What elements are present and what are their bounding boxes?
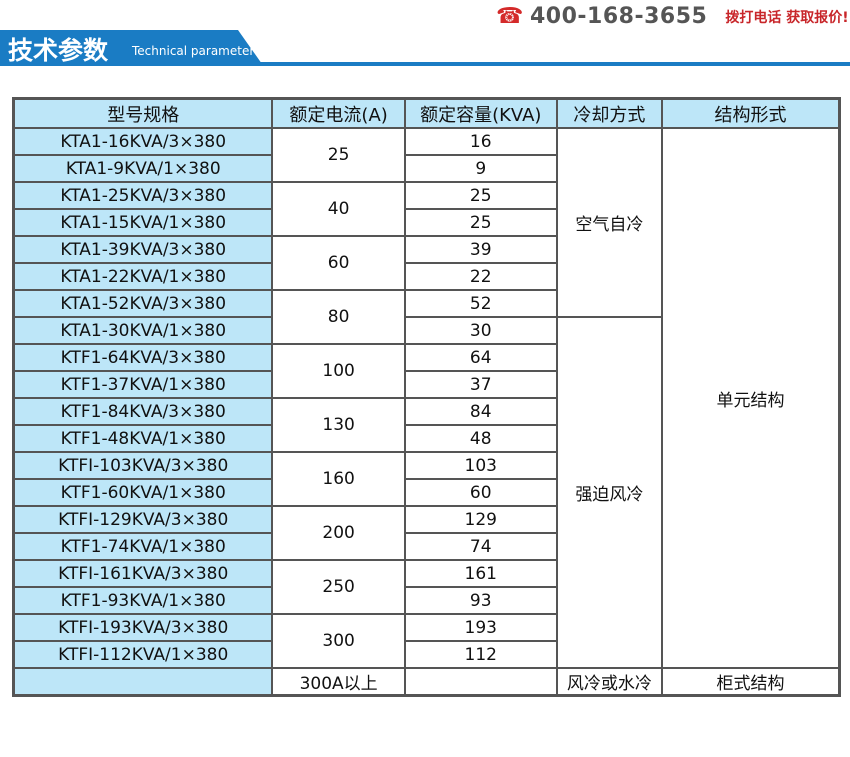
section-title: 技术参数 xyxy=(8,36,109,65)
table-row: KTF1-93KVA/1×380 93 xyxy=(12,586,840,615)
model-cell: KTA1-15KVA/1×380 xyxy=(12,208,274,237)
capacity-cell: 22 xyxy=(403,262,558,291)
current-cell: 40 xyxy=(271,181,406,237)
table-row: KTF1-64KVA/3×380 100 64 xyxy=(12,343,840,399)
table-row: KTA1-22KVA/1×380 22 xyxy=(12,262,840,291)
table-row: KTA1-39KVA/3×380 60 39 xyxy=(12,235,840,291)
model-cell: KTF1-84KVA/3×380 xyxy=(12,397,274,426)
parameter-table: 型号规格 额定电流(A) 额定容量(KVA) 冷却方式 结构形式 KTA1-16KVA/… xyxy=(12,97,841,697)
current-cell: 160 xyxy=(271,451,406,507)
call-to-action: 拨打电话 获取报价! xyxy=(725,9,849,26)
model-cell: KTF1-48KVA/1×380 xyxy=(12,424,274,453)
capacity-cell: 93 xyxy=(403,586,558,615)
model-cell: KTA1-30KVA/1×380 xyxy=(12,316,274,345)
table-row: KTA1-9KVA/1×380 9 xyxy=(12,154,840,183)
capacity-cell: 64 xyxy=(403,343,558,372)
model-cell: KTFI-103KVA/3×380 xyxy=(12,451,274,480)
model-cell: KTA1-25KVA/3×380 xyxy=(12,181,274,210)
column-header: 额定电流(A) xyxy=(271,97,406,129)
column-header: 冷却方式 xyxy=(555,97,664,129)
table-row: KTFI-103KVA/3×380 160 103 xyxy=(12,451,840,507)
table-row: KTFI-161KVA/3×380 250 161 xyxy=(12,559,840,615)
model-cell: KTF1-60KVA/1×380 xyxy=(12,478,274,507)
table-row: KTF1-74KVA/1×380 74 xyxy=(12,532,840,561)
model-cell: KTFI-112KVA/1×380 xyxy=(12,640,274,669)
model-cell: KTF1-64KVA/3×380 xyxy=(12,343,274,372)
capacity-cell: 16 xyxy=(403,127,558,156)
phone-number: 400-168-3655 xyxy=(530,4,708,29)
capacity-cell: 37 xyxy=(403,370,558,399)
column-header: 结构形式 xyxy=(661,97,841,129)
section-tab xyxy=(0,30,262,64)
current-cell: 250 xyxy=(271,559,406,615)
table-row: KTF1-37KVA/1×380 37 xyxy=(12,370,840,399)
table-row: KTFI-193KVA/3×380 300 193 xyxy=(12,613,840,669)
table-row: KTA1-16KVA/3×380 25 16 空气自冷 单元结构 xyxy=(12,127,841,669)
current-cell: 200 xyxy=(271,505,406,561)
table-row: KTF1-60KVA/1×380 60 xyxy=(12,478,840,507)
table-row: KTFI-129KVA/3×380 200 129 xyxy=(12,505,840,561)
model-cell: KTA1-9KVA/1×380 xyxy=(12,154,274,183)
section-header: 技术参数 Technical parameter xyxy=(0,30,850,66)
cooling-cell: 风冷或水冷 xyxy=(555,667,664,697)
table-row: KTA1-25KVA/3×380 40 25 xyxy=(12,181,840,237)
model-cell: KTF1-93KVA/1×380 xyxy=(12,586,274,615)
table-row: KTFI-112KVA/1×380 112 xyxy=(12,640,840,669)
current-cell: 60 xyxy=(271,235,406,291)
model-cell xyxy=(12,667,274,697)
model-cell: KTFI-193KVA/3×380 xyxy=(12,613,274,642)
current-cell: 300A以上 xyxy=(271,667,406,697)
table-row: KTA1-52KVA/3×380 80 52 xyxy=(12,289,840,345)
phone-icon: ☎ xyxy=(496,3,524,29)
table-header-row: 型号规格 额定电流(A) 额定容量(KVA) 冷却方式 结构形式 xyxy=(12,97,841,129)
capacity-cell: 193 xyxy=(403,613,558,642)
header-divider xyxy=(0,62,850,66)
cooling-cell: 强迫风冷 xyxy=(555,316,664,669)
capacity-cell xyxy=(403,667,558,697)
capacity-cell: 161 xyxy=(403,559,558,588)
capacity-cell: 60 xyxy=(403,478,558,507)
model-cell: KTA1-16KVA/3×380 xyxy=(12,127,274,156)
table-row-last: 300A以上 风冷或水冷 柜式结构 xyxy=(12,667,841,697)
model-cell: KTF1-37KVA/1×380 xyxy=(12,370,274,399)
structure-cell: 单元结构 xyxy=(661,127,841,669)
table-row: KTF1-48KVA/1×380 48 xyxy=(12,424,840,453)
current-cell: 80 xyxy=(271,289,406,345)
current-cell: 100 xyxy=(271,343,406,399)
capacity-cell: 30 xyxy=(403,316,558,345)
model-cell: KTA1-39KVA/3×380 xyxy=(12,235,274,264)
capacity-cell: 129 xyxy=(403,505,558,534)
section-subtitle: Technical parameter xyxy=(132,44,255,58)
capacity-cell: 52 xyxy=(403,289,558,318)
capacity-cell: 112 xyxy=(403,640,558,669)
capacity-cell: 74 xyxy=(403,532,558,561)
structure-cell: 柜式结构 xyxy=(661,667,841,697)
table-row: KTA1-30KVA/1×380 30 强迫风冷 xyxy=(12,316,840,669)
table-row: KTA1-15KVA/1×380 25 xyxy=(12,208,840,237)
column-header: 额定容量(KVA) xyxy=(403,97,558,129)
cooling-cell: 空气自冷 xyxy=(555,127,664,318)
capacity-cell: 25 xyxy=(403,181,558,210)
model-cell: KTA1-52KVA/3×380 xyxy=(12,289,274,318)
capacity-cell: 84 xyxy=(403,397,558,426)
model-cell: KTFI-161KVA/3×380 xyxy=(12,559,274,588)
current-cell: 130 xyxy=(271,397,406,453)
current-cell: 300 xyxy=(271,613,406,669)
hotline: ☎ 400-168-3655 拨打电话 获取报价! xyxy=(496,4,849,29)
column-header: 型号规格 xyxy=(12,97,274,129)
model-cell: KTF1-74KVA/1×380 xyxy=(12,532,274,561)
model-cell: KTFI-129KVA/3×380 xyxy=(12,505,274,534)
capacity-cell: 103 xyxy=(403,451,558,480)
capacity-cell: 9 xyxy=(403,154,558,183)
model-cell: KTA1-22KVA/1×380 xyxy=(12,262,274,291)
table-row: KTF1-84KVA/3×380 130 84 xyxy=(12,397,840,453)
capacity-cell: 48 xyxy=(403,424,558,453)
capacity-cell: 39 xyxy=(403,235,558,264)
capacity-cell: 25 xyxy=(403,208,558,237)
current-cell: 25 xyxy=(271,127,406,183)
